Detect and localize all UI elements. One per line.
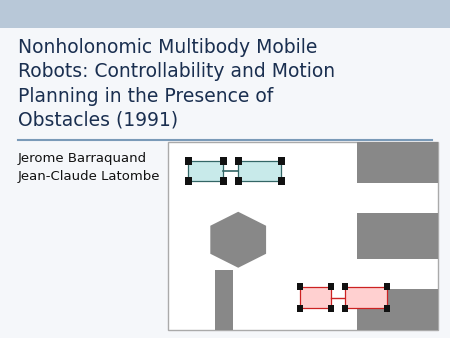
Polygon shape bbox=[210, 212, 266, 268]
Text: Jerome Barraquand: Jerome Barraquand bbox=[18, 152, 147, 165]
Bar bbox=[278, 157, 285, 165]
Bar bbox=[278, 177, 285, 186]
Bar bbox=[185, 177, 192, 186]
Bar bbox=[220, 177, 227, 186]
Bar bbox=[297, 305, 303, 312]
Bar bbox=[342, 283, 348, 290]
Bar bbox=[235, 157, 242, 165]
Bar bbox=[0, 0, 450, 28]
Bar bbox=[384, 283, 390, 290]
Bar bbox=[342, 305, 348, 312]
Bar bbox=[328, 305, 334, 312]
Text: Jean-Claude Latombe: Jean-Claude Latombe bbox=[18, 170, 161, 183]
Bar bbox=[384, 305, 390, 312]
Bar bbox=[235, 177, 242, 186]
Bar bbox=[357, 213, 438, 259]
Bar bbox=[185, 157, 192, 165]
Bar bbox=[345, 287, 387, 308]
Bar bbox=[357, 289, 438, 330]
Bar bbox=[238, 161, 281, 182]
Bar bbox=[215, 270, 233, 330]
Bar bbox=[328, 283, 334, 290]
Bar bbox=[300, 287, 331, 308]
Bar bbox=[220, 157, 227, 165]
Bar bbox=[297, 283, 303, 290]
Bar bbox=[168, 142, 438, 330]
Bar bbox=[357, 142, 438, 183]
Bar bbox=[188, 161, 223, 182]
Text: Nonholonomic Multibody Mobile
Robots: Controllability and Motion
Planning in the: Nonholonomic Multibody Mobile Robots: Co… bbox=[18, 38, 335, 130]
